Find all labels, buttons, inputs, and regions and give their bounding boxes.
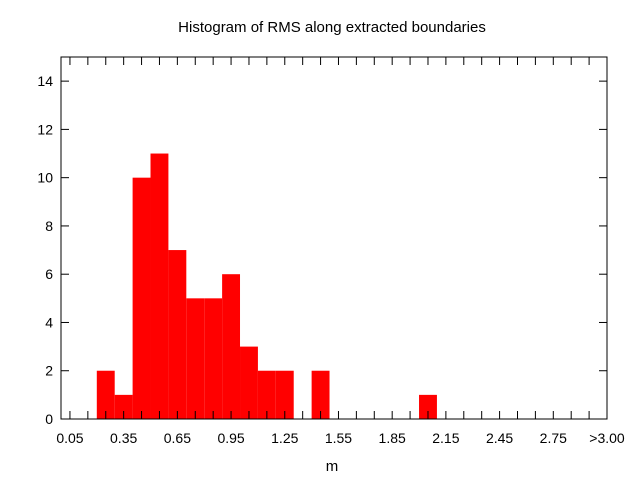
histogram-bar-7 <box>222 274 241 419</box>
histogram-bar-4 <box>168 250 187 419</box>
x-tick-label: 2.45 <box>486 430 513 446</box>
histogram-bar-0 <box>96 370 115 419</box>
y-tick-label: 8 <box>45 218 53 234</box>
x-tick-label: >3.00 <box>589 430 625 446</box>
x-tick-label: 0.95 <box>217 430 244 446</box>
x-tick-label: 2.15 <box>432 430 459 446</box>
histogram-bar-1 <box>114 394 133 419</box>
x-tick-label: 0.35 <box>110 430 137 446</box>
x-tick-labels: 0.05 0.35 0.65 0.95 1.25 1.55 1.85 2.15 2.45 2.75… <box>56 430 625 446</box>
y-tick-labels: 0 2 4 6 8 10 12 14 <box>37 73 53 427</box>
y-tick-label: 12 <box>37 121 53 137</box>
histogram-bar-2 <box>132 177 151 419</box>
histogram-bar-5 <box>186 298 205 419</box>
y-tick-label: 14 <box>37 73 53 89</box>
histogram-bar-3 <box>150 153 169 420</box>
x-axis-label: m <box>326 458 339 475</box>
x-tick-label: 1.85 <box>379 430 406 446</box>
y-tick-label: 4 <box>45 314 53 330</box>
histogram-bar-6 <box>204 298 223 419</box>
histogram-bar-11 <box>311 370 330 419</box>
plot-frame <box>60 56 608 420</box>
y-tick-label: 0 <box>45 411 53 427</box>
histogram-bar-9 <box>257 370 276 419</box>
histogram-bar-10 <box>275 370 294 419</box>
x-tick-label: 2.75 <box>540 430 567 446</box>
histogram-bar-8 <box>240 346 258 419</box>
bars-group <box>96 153 437 420</box>
histogram-bar-12 <box>419 394 437 419</box>
x-tick-label: 1.55 <box>325 430 352 446</box>
x-tick-label: 0.65 <box>164 430 191 446</box>
y-tick-label: 6 <box>45 266 53 282</box>
y-tick-label: 2 <box>45 363 53 379</box>
chart-title: Histogram of RMS along extracted boundar… <box>178 19 486 36</box>
x-tick-label: 1.25 <box>271 430 298 446</box>
y-tick-label: 10 <box>37 170 53 186</box>
x-tick-label: 0.05 <box>56 430 83 446</box>
